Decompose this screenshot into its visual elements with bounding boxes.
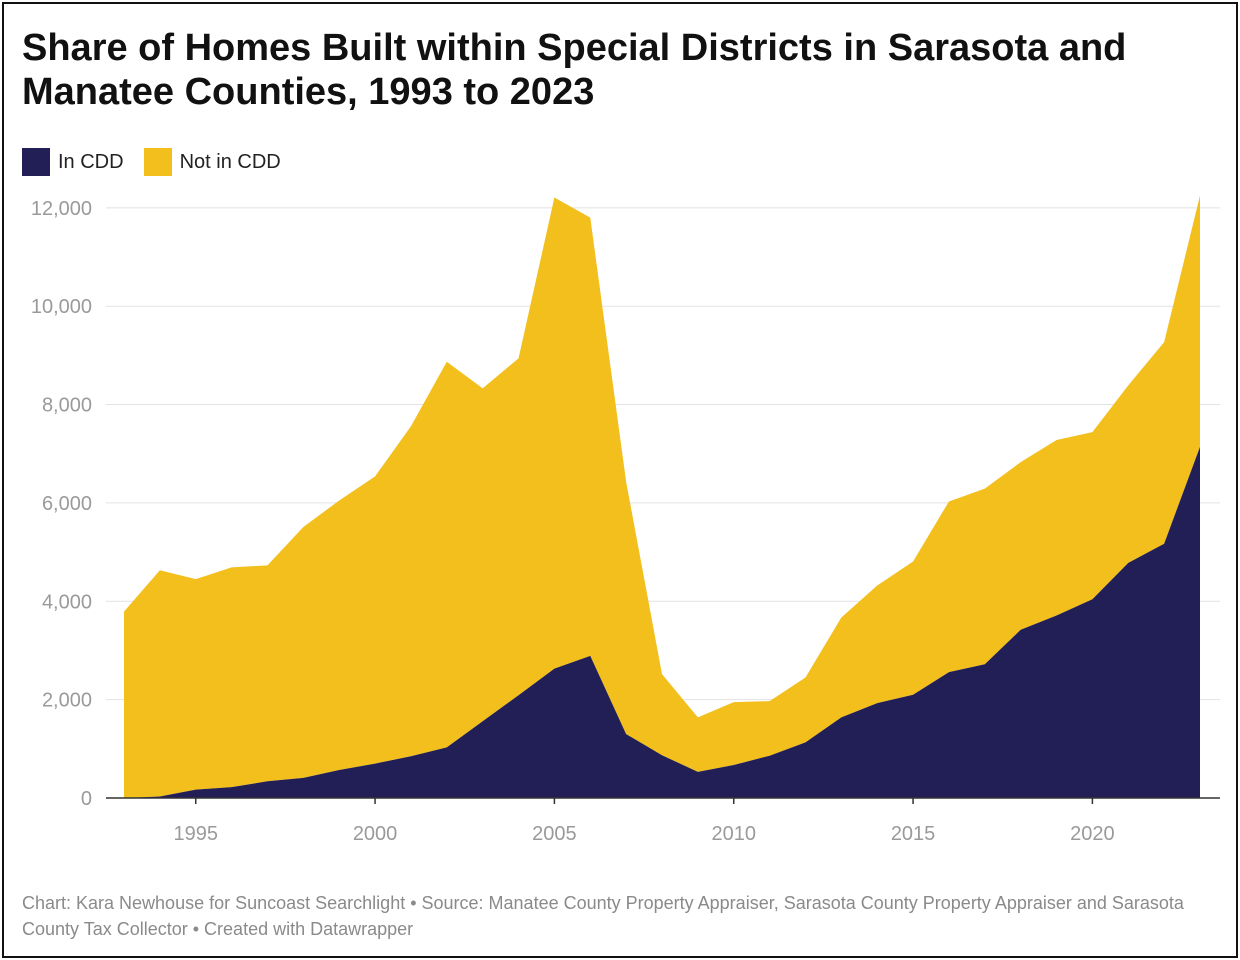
x-tick-label-1995: 1995 — [173, 823, 218, 845]
chart-footer: Chart: Kara Newhouse for Suncoast Search… — [22, 893, 1184, 939]
x-tick-label-2020: 2020 — [1070, 823, 1115, 845]
x-tick-label-2015: 2015 — [891, 823, 936, 845]
x-tick-label-2005: 2005 — [532, 823, 577, 845]
x-tick-label-2000: 2000 — [353, 823, 398, 845]
y-tick-label-10000: 10,000 — [31, 296, 92, 318]
legend-item-not-in-cdd: Not in CDD — [143, 148, 281, 176]
legend-swatch-in-cdd — [22, 148, 50, 176]
legend-swatch-not-in-cdd — [143, 148, 172, 176]
y-tick-label-4000: 4,000 — [42, 591, 92, 613]
area-not-in-cdd — [124, 195, 1200, 799]
chart-legend: In CDD Not in CDD — [22, 148, 301, 176]
y-tick-label-12000: 12,000 — [31, 198, 92, 220]
area-in-cdd — [124, 446, 1200, 798]
legend-item-in-cdd: In CDD — [22, 148, 124, 176]
legend-label-not-in-cdd: Not in CDD — [179, 150, 281, 173]
chart-title: Share of Homes Built within Special Dist… — [22, 27, 1127, 113]
legend-label-in-cdd: In CDD — [58, 150, 124, 173]
y-tick-label-6000: 6,000 — [42, 493, 92, 515]
y-tick-label-8000: 8,000 — [42, 395, 92, 417]
y-tick-label-2000: 2,000 — [42, 690, 92, 712]
x-tick-label-2010: 2010 — [711, 823, 756, 845]
y-tick-label-0: 0 — [81, 788, 92, 810]
